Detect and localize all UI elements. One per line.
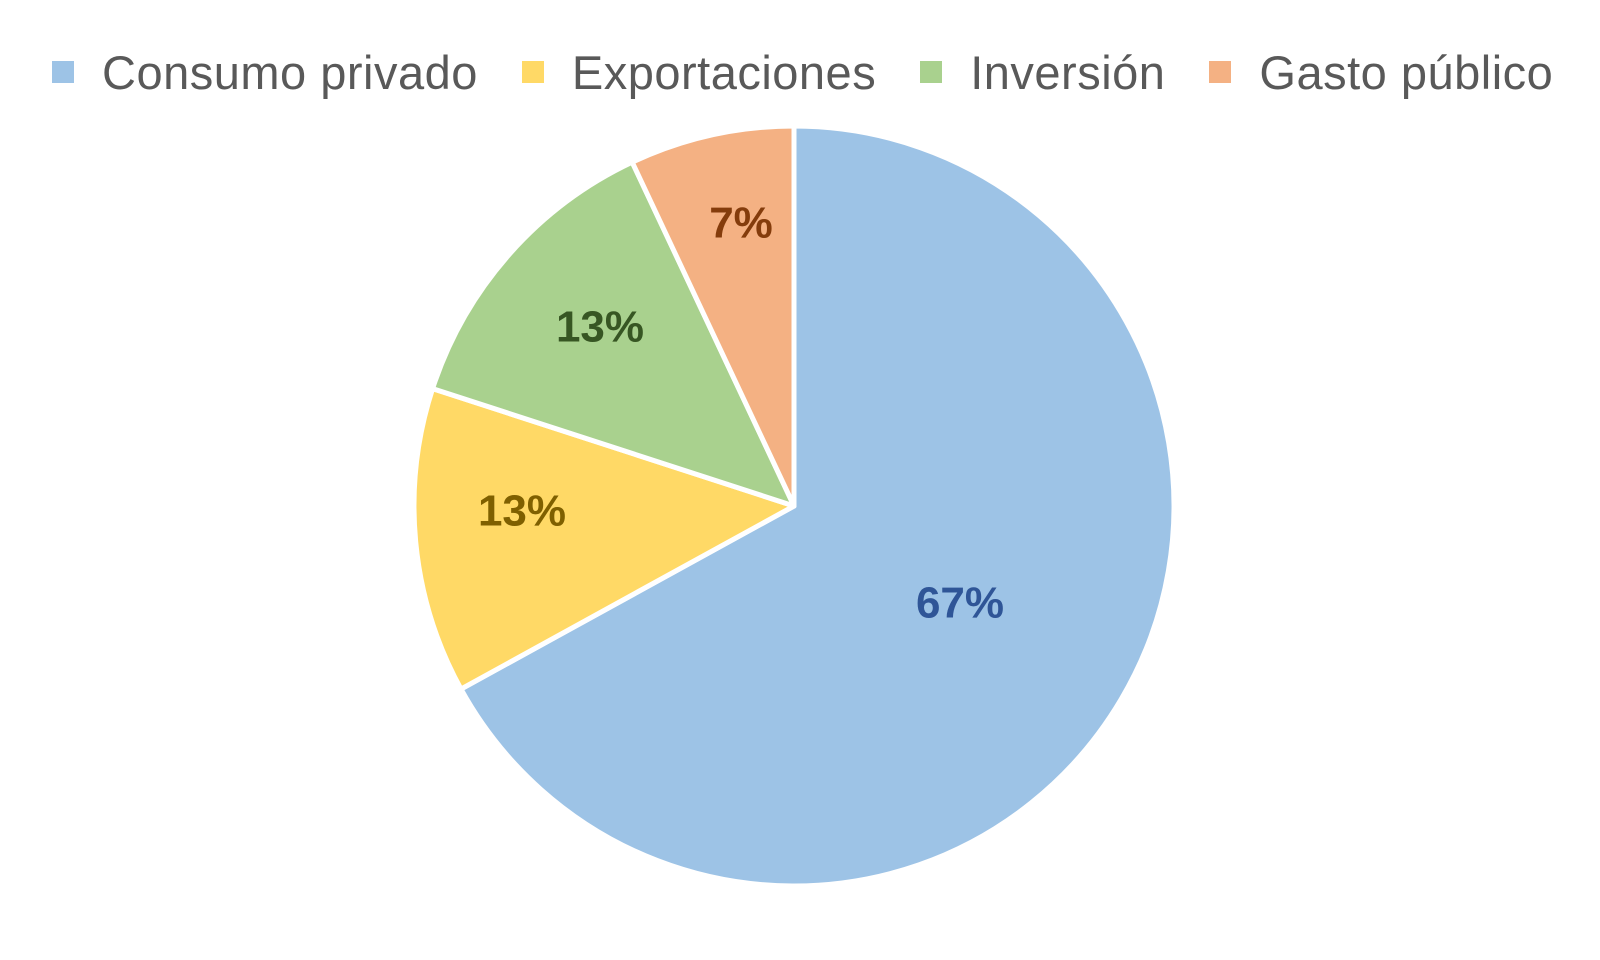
pie-data-labels: 67% 13% 13% 7% (478, 199, 1004, 628)
pie-slice-gasto-publico (629, 123, 797, 509)
data-label-gasto-publico: 7% (709, 199, 773, 248)
legend-label-exportaciones: Exportaciones (571, 45, 877, 99)
data-label-consumo-privado: 67% (916, 579, 1004, 628)
legend-item-gasto-publico: Gasto público (1209, 45, 1553, 100)
legend-item-exportaciones: Exportaciones (521, 45, 877, 100)
legend-swatch-inversion (920, 61, 943, 83)
pie-slice-exportaciones (411, 386, 797, 692)
legend-label-inversion: Inversión (970, 45, 1166, 99)
data-label-inversion: 13% (556, 303, 644, 352)
legend-label-consumo-privado: Consumo privado (102, 45, 478, 99)
legend-swatch-consumo-privado (52, 61, 74, 83)
pie-slice-inversion (430, 159, 797, 509)
legend: Consumo privado Exportaciones Inversión … (52, 42, 1553, 102)
legend-item-inversion: Inversión (920, 45, 1165, 100)
legend-label-gasto-publico: Gasto público (1259, 45, 1554, 99)
legend-swatch-exportaciones (521, 61, 544, 83)
legend-swatch-gasto-publico (1209, 61, 1232, 83)
data-label-exportaciones: 13% (478, 487, 566, 536)
legend-item-consumo-privado: Consumo privado (52, 45, 478, 100)
pie-slices (411, 123, 1177, 889)
pie-slice-consumo-privado (458, 123, 1177, 889)
